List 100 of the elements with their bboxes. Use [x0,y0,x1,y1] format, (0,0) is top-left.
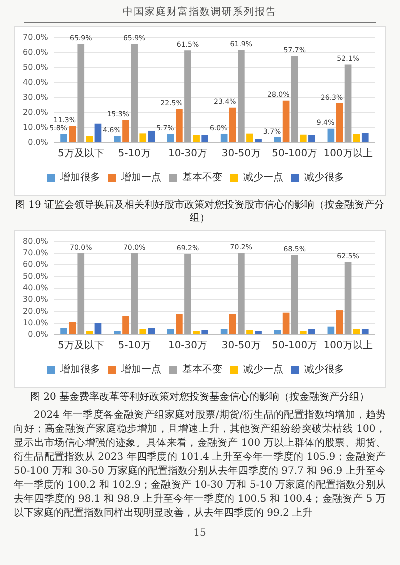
y-tick-label: 30.0% [22,295,49,304]
bar [238,50,245,142]
bar [140,329,147,334]
bar [274,137,282,142]
x-tick-label: 5万及以下 [58,340,104,352]
bar [78,253,85,334]
x-tick-label: 50-100万 [272,340,318,352]
y-tick-label: 60.0% [22,260,49,270]
bar [246,134,254,142]
bar [255,332,262,334]
bar [308,329,316,334]
bar [140,134,147,142]
text: 2024 年一季度各金融资产组家庭对股票/期货/衍生品的配置指数均增加，趋势向好；高金融资产家庭稳步增加，且增速上升，其他资产组纷纷突破荣枯线 100，显示出市场信心增强的迹象。具体来看，金融资产 100 万以上群体的股票、期货、衍生品配置指数从 2023 年四季度的 101.4 上升至今年一季度的 105.9；金融资产 50-100 万和 30-50 万家庭的配置指数分别从去年四季度的 97.7 和 96.9 上升至今年一季度的 100.2 和 102.9；金融资产 10-30 万和 5-10 万家庭的配置指数分别从去年四季度的 98.1 和 98.9 上升至今年一季度的 100.5 和 100.4；金融资产 5 万以下家庭的配置指数同样出现明显改善，从去年四季度的 99.2 上升 [14,409,386,521]
bar [229,108,236,142]
x-tick-label: 10-30万 [168,148,208,160]
legend-label: 减少一点 [244,364,284,376]
y-tick-label: 70.0% [22,248,49,258]
bar [60,328,68,334]
bar [238,253,245,334]
bar [122,316,130,334]
bar [131,253,138,334]
text: 图 20 基金费率改革等利好政策对您投资基金信心的影响（按金融资产分组） [29,391,371,404]
bar [300,332,307,334]
legend-label: 减少很多 [304,364,344,376]
bar [282,100,290,142]
bar [114,136,121,142]
bar [220,134,228,142]
bar [274,330,282,334]
bar [167,134,174,142]
bar [282,312,290,334]
y-tick-label: 80.0% [22,236,49,246]
bar [344,262,352,334]
x-tick-label: 100万以上 [324,148,373,160]
x-tick-label: 5-10万 [118,340,151,352]
bar [220,329,228,334]
bar [60,134,68,142]
legend-label: 减少很多 [304,172,344,184]
bar [184,50,192,142]
y-tick-label: 50.0% [22,62,49,72]
y-tick-label: 0.0% [28,330,49,340]
bar [193,135,200,142]
bar [176,109,183,142]
bar [176,314,183,334]
legend-label: 增加很多 [60,364,100,376]
legend-label: 增加很多 [60,172,100,184]
y-tick-label: 40.0% [22,78,49,87]
bar [131,44,138,142]
bar [255,139,262,142]
text: 中国家庭财富指数调研系列报告 [122,6,278,19]
y-tick-label: 20.0% [22,108,49,118]
bar [328,128,335,142]
bar [167,329,174,334]
bar [86,136,94,142]
bar [353,134,360,142]
y-tick-label: 70.0% [22,32,49,42]
bar [86,332,94,334]
bar [300,134,307,142]
legend-label: 基本不变 [182,172,222,184]
bar [336,310,344,334]
bar [148,130,156,142]
bar [291,255,298,334]
y-tick-label: 60.0% [22,48,49,57]
bar [94,323,102,334]
bar [229,314,236,334]
x-tick-label: 30-50万 [222,148,261,160]
bar [202,330,209,334]
text: 图 19 证监会领导换届及相关利好股市政策对您投资股市信心的影响（按金融资产分组） [14,199,386,225]
x-tick-label: 30-50万 [222,340,261,352]
y-tick-label: 50.0% [22,272,49,281]
y-tick-label: 10.0% [22,318,49,328]
bar [246,330,254,334]
legend-label: 基本不变 [182,364,222,376]
bar [362,133,369,142]
legend-label: 减少一点 [244,172,284,184]
y-tick-label: 10.0% [22,123,49,132]
x-tick-label: 10-30万 [168,340,208,352]
x-tick-label: 50-100万 [272,148,318,160]
bar [94,124,102,142]
legend-label: 增加一点 [120,172,162,184]
bar [336,103,344,142]
bar [362,329,369,334]
bar [114,332,121,334]
bar [308,135,316,142]
bar [193,332,200,334]
bar [353,329,360,334]
y-tick-label: 30.0% [22,92,49,102]
bar [122,120,130,142]
bar [344,64,352,142]
bar [78,44,85,142]
legend-label: 增加一点 [120,364,162,376]
bar [328,326,335,334]
y-tick-label: 0.0% [28,138,49,148]
x-tick-label: 100万以上 [324,340,373,352]
bar [202,135,209,142]
bar [184,254,192,334]
bar [69,126,76,142]
y-tick-label: 20.0% [22,306,49,316]
bar [291,56,298,142]
bar [69,322,76,334]
text: 15 [192,527,208,540]
